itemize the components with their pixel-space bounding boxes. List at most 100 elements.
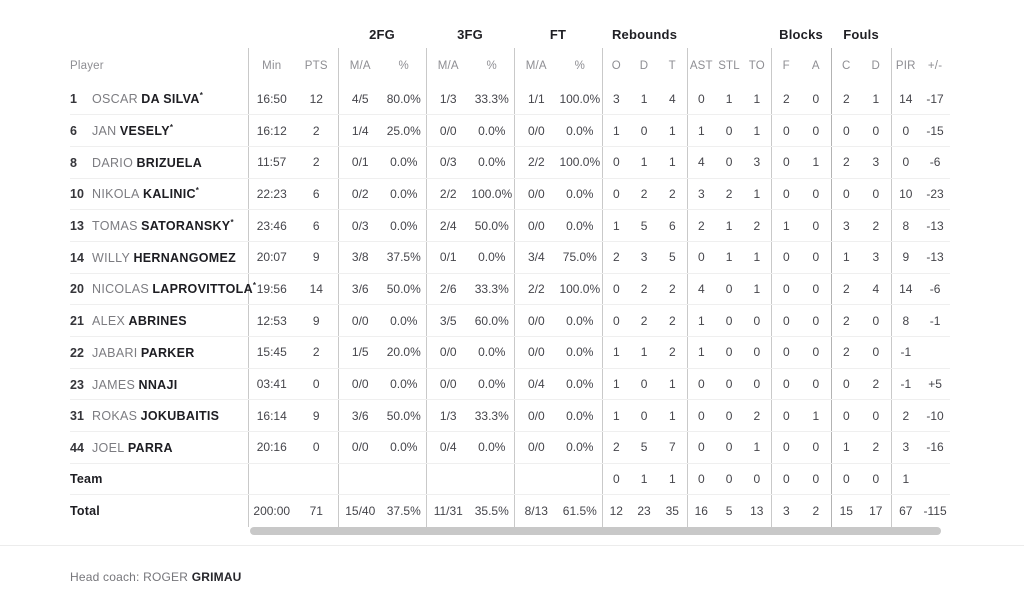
summary-row: Team 0 1 1 0 0 0 0 0 0 0 1 <box>70 463 951 496</box>
stl-cell: 2 <box>715 178 744 211</box>
ast-cell: 1 <box>687 114 716 147</box>
block-f-cell: 0 <box>771 368 802 401</box>
block-f-cell: 0 <box>771 463 802 496</box>
player-cell[interactable]: 31 ROKAS JOKUBAITIS <box>70 399 249 433</box>
reb-d-cell: 5 <box>630 431 659 464</box>
player-cell[interactable]: 23 JAMES NNAJI <box>70 368 249 401</box>
block-f-cell: 0 <box>771 146 802 179</box>
ast-cell: 0 <box>687 241 716 274</box>
player-cell[interactable]: 6 JAN VESELY* <box>70 114 249 147</box>
ft-pct-cell: 0.0% <box>558 431 603 464</box>
fg3-pct-cell: 0.0% <box>470 431 515 464</box>
pts-cell: 9 <box>295 304 339 337</box>
fg2-pct-cell: 50.0% <box>382 399 427 433</box>
ast-cell: 1 <box>687 304 716 337</box>
horizontal-scrollbar-thumb[interactable] <box>250 527 941 535</box>
fg2-ma-cell: 0/1 <box>338 146 382 179</box>
reb-t-cell: 5 <box>658 241 688 274</box>
pts-cell: 0 <box>295 431 339 464</box>
summary-label: Total <box>70 504 100 519</box>
block-a-cell: 0 <box>801 273 832 306</box>
group-blocks: Blocks <box>779 26 823 42</box>
starter-mark: * <box>230 218 234 228</box>
plusminus-cell: -17 <box>920 83 951 116</box>
stl-cell: 1 <box>715 209 744 242</box>
fg2-pct-cell: 50.0% <box>382 273 427 306</box>
player-row: 22 JABARI PARKER 15:45 2 1/5 20.0% 0/0 0.… <box>70 336 951 369</box>
reb-o-cell: 3 <box>602 83 631 116</box>
player-last-name: PARRA <box>127 440 173 455</box>
reb-d-cell: 1 <box>630 336 659 369</box>
group-ft: FT <box>549 26 567 42</box>
to-cell: 13 <box>743 494 772 527</box>
block-a-cell: 0 <box>801 209 832 242</box>
reb-o-cell: 0 <box>602 463 631 496</box>
foul-d-cell: 2 <box>861 368 892 401</box>
player-first-name: OSCAR <box>92 92 138 107</box>
player-cell[interactable]: 13 TOMAS SATORANSKY* <box>70 209 249 242</box>
ft-pct-cell: 0.0% <box>558 304 603 337</box>
reb-t-cell: 1 <box>658 368 688 401</box>
fg3-pct-cell: 33.3% <box>470 399 515 433</box>
player-cell[interactable]: 10 NIKOLA KALINIC* <box>70 178 249 211</box>
foul-d-cell: 3 <box>861 146 892 179</box>
pts-cell: 0 <box>295 368 339 401</box>
player-cell[interactable]: 21 ALEX ABRINES <box>70 304 249 337</box>
foul-c-cell: 2 <box>831 146 862 179</box>
header-ft-ma: M/A <box>525 59 547 72</box>
min-cell <box>248 463 295 496</box>
block-a-cell: 0 <box>801 114 832 147</box>
reb-o-cell: 2 <box>602 241 631 274</box>
plusminus-cell: -13 <box>920 241 951 274</box>
player-cell[interactable]: 22 JABARI PARKER <box>70 336 249 369</box>
stl-cell: 0 <box>715 431 744 464</box>
reb-d-cell: 3 <box>630 241 659 274</box>
fg3-pct-cell: 100.0% <box>470 178 515 211</box>
to-cell: 2 <box>743 209 772 242</box>
header-min: Min <box>262 59 282 72</box>
foul-c-cell: 2 <box>831 304 862 337</box>
player-row: 20 NICOLAS LAPROVITTOLA* 19:56 14 3/6 50.… <box>70 273 951 306</box>
to-cell: 1 <box>743 178 772 211</box>
ft-pct-cell: 75.0% <box>558 241 603 274</box>
player-cell[interactable]: 1 OSCAR DA SILVA* <box>70 83 249 116</box>
block-a-cell: 0 <box>801 431 832 464</box>
pts-cell: 2 <box>295 146 339 179</box>
foul-c-cell: 1 <box>831 431 862 464</box>
fg2-ma-cell: 0/2 <box>338 178 382 211</box>
block-a-cell: 0 <box>801 83 832 116</box>
player-number: 22 <box>70 345 84 360</box>
fg3-pct-cell: 0.0% <box>470 368 515 401</box>
player-cell[interactable]: 14 WILLY HERNANGOMEZ <box>70 241 249 274</box>
player-cell[interactable]: 8 DARIO BRIZUELA <box>70 146 249 179</box>
group-fouls: Fouls <box>843 26 879 42</box>
ft-ma-cell: 1/1 <box>514 83 559 116</box>
reb-t-cell: 1 <box>658 399 688 433</box>
ft-ma-cell: 3/4 <box>514 241 559 274</box>
pts-cell: 12 <box>295 83 339 116</box>
player-row: 44 JOEL PARRA 20:16 0 0/0 0.0% 0/4 0.0% 0… <box>70 431 951 464</box>
reb-d-cell: 0 <box>630 368 659 401</box>
fg3-ma-cell: 2/4 <box>426 209 471 242</box>
group-spacer <box>891 20 950 48</box>
fg2-ma-cell: 3/6 <box>338 273 382 306</box>
player-first-name: TOMAS <box>92 219 138 234</box>
reb-o-cell: 0 <box>602 304 631 337</box>
fg3-pct-cell: 35.5% <box>470 494 515 527</box>
block-a-cell: 0 <box>801 368 832 401</box>
plusminus-cell <box>920 463 951 496</box>
reb-o-cell: 1 <box>602 368 631 401</box>
min-cell: 12:53 <box>248 304 295 337</box>
player-number: 1 <box>70 92 77 107</box>
starter-mark: * <box>252 281 257 291</box>
block-f-cell: 0 <box>771 336 802 369</box>
fg3-ma-cell <box>426 463 471 496</box>
foul-d-cell: 0 <box>861 304 892 337</box>
player-first-name: ROKAS <box>92 409 138 424</box>
foul-d-cell: 3 <box>861 241 892 274</box>
player-cell[interactable]: 44 JOEL PARRA <box>70 431 249 464</box>
head-coach-last-name: GRIMAU <box>191 570 242 584</box>
player-cell[interactable]: 20 NICOLAS LAPROVITTOLA* <box>70 273 256 306</box>
to-cell: 2 <box>743 399 772 433</box>
player-number: 23 <box>70 377 84 392</box>
